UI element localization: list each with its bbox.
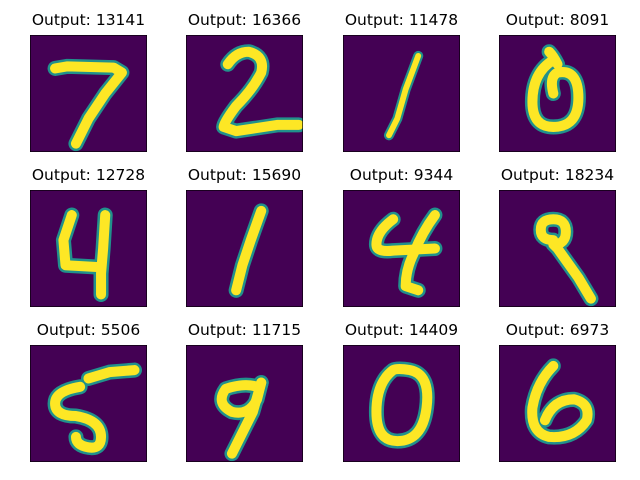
panel-title: Output: 11715 xyxy=(187,321,302,339)
panel-title: Output: 15690 xyxy=(187,166,302,184)
digit-image xyxy=(499,345,616,462)
panel-title: Output: 11478 xyxy=(344,11,459,29)
panel-title: Output: 8091 xyxy=(505,11,610,29)
digit-image xyxy=(186,35,303,152)
digit-image xyxy=(30,345,147,462)
panel-title: Output: 13141 xyxy=(31,11,146,29)
panel-title: Output: 12728 xyxy=(31,166,146,184)
digit-image xyxy=(343,35,460,152)
panel-title: Output: 9344 xyxy=(349,166,454,184)
digit-image xyxy=(499,190,616,307)
digit-image xyxy=(343,190,460,307)
panel-title: Output: 6973 xyxy=(505,321,610,339)
panel-title: Output: 18234 xyxy=(500,166,615,184)
panel-title: Output: 16366 xyxy=(187,11,302,29)
digit-image xyxy=(186,190,303,307)
digit-image xyxy=(30,190,147,307)
panel-title: Output: 5506 xyxy=(36,321,141,339)
digit-image xyxy=(186,345,303,462)
panel-title: Output: 14409 xyxy=(344,321,459,339)
digit-image xyxy=(30,35,147,152)
digit-image xyxy=(499,35,616,152)
digit-image xyxy=(343,345,460,462)
